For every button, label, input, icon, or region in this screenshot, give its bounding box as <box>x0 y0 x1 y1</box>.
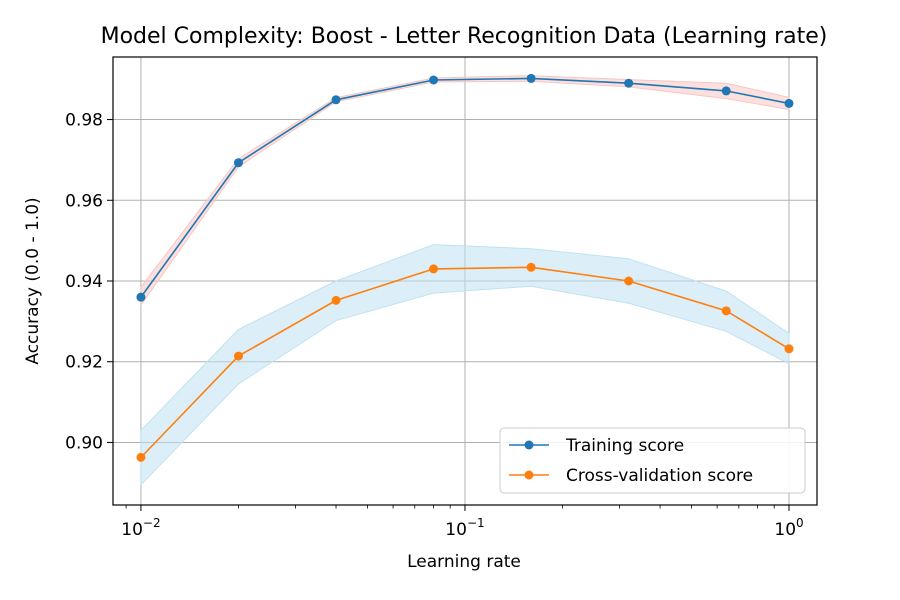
y-tick-label: 0.90 <box>65 433 103 453</box>
x-tick-label: 10−1 <box>445 516 484 540</box>
y-axis-label: Accuracy (0.0 - 1.0) <box>23 197 43 364</box>
confidence-bands <box>140 75 790 487</box>
data-point <box>624 276 634 286</box>
y-tick-label: 0.94 <box>65 272 103 292</box>
legend-marker <box>524 470 534 480</box>
legend-label: Cross-validation score <box>566 466 753 486</box>
legend-marker <box>524 440 534 450</box>
data-point <box>429 264 439 274</box>
legend-label: Training score <box>565 436 684 456</box>
data-point <box>624 78 634 88</box>
x-tick-label: 10−2 <box>121 516 160 540</box>
data-point <box>784 344 794 354</box>
legend: Training score Cross-validation score <box>499 427 806 494</box>
data-point <box>721 86 731 96</box>
data-point <box>721 306 731 316</box>
series-lines <box>140 77 790 458</box>
data-point <box>331 95 341 105</box>
data-point <box>526 262 536 272</box>
y-tick-label: 0.92 <box>65 353 103 373</box>
series-points <box>136 73 794 462</box>
data-point <box>136 292 146 302</box>
y-tick-label: 0.98 <box>65 111 103 131</box>
data-point <box>429 75 439 85</box>
y-axis-ticks: 0.90 0.92 0.94 0.96 0.98 <box>65 111 113 453</box>
confidence-band <box>140 75 790 307</box>
chart-title: Model Complexity: Boost - Letter Recogni… <box>101 24 828 49</box>
x-tick-label: 100 <box>774 516 803 540</box>
data-point <box>233 158 243 168</box>
data-point <box>784 98 794 108</box>
x-axis-ticks: 10−2 10−1 100 <box>121 505 804 540</box>
data-point <box>233 351 243 361</box>
data-point <box>136 452 146 462</box>
confidence-band <box>140 244 790 487</box>
series-line <box>140 77 790 298</box>
y-tick-label: 0.96 <box>65 191 103 211</box>
series-line <box>140 266 790 458</box>
data-point <box>331 295 341 305</box>
legend-box <box>499 427 806 494</box>
x-axis-label: Learning rate <box>407 552 521 572</box>
data-point <box>526 73 536 83</box>
